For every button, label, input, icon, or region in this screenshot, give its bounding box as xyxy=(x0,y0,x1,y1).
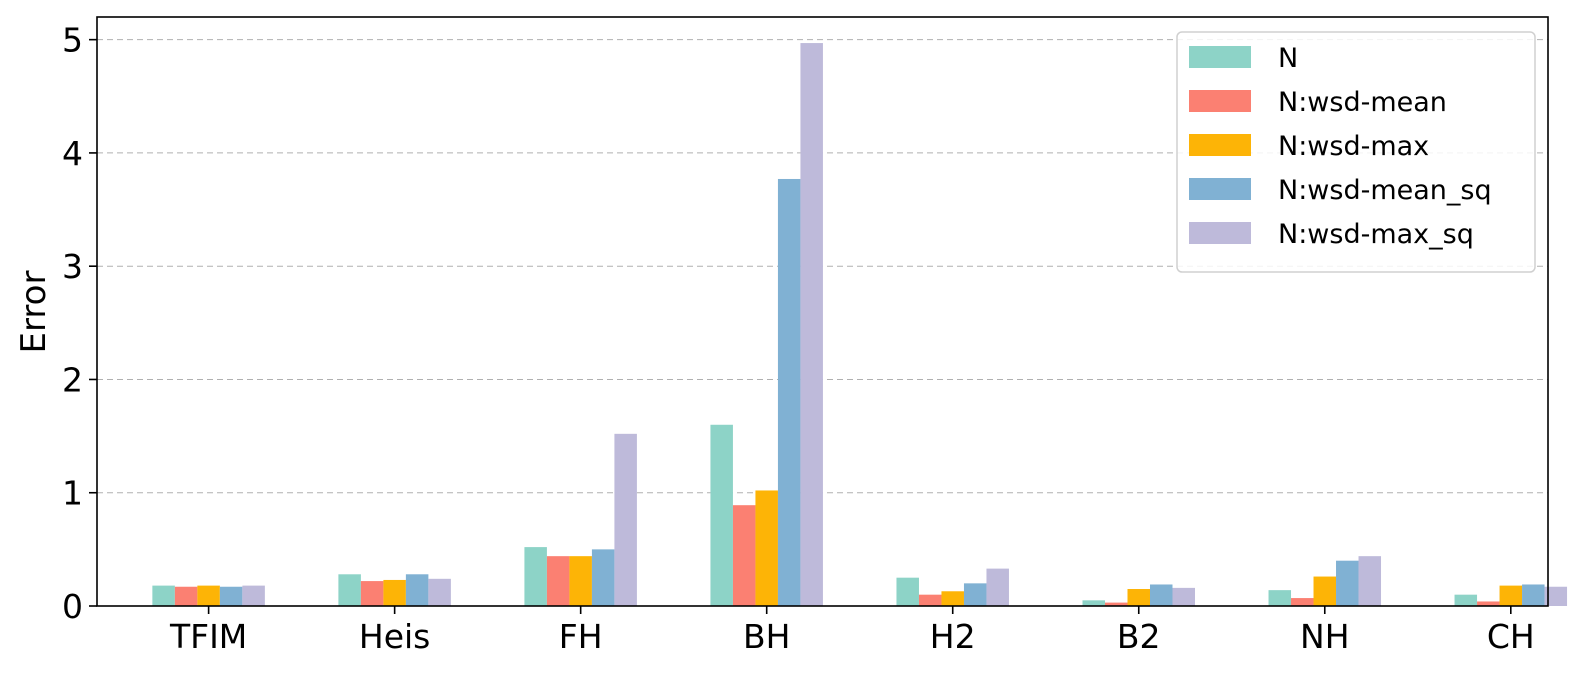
legend: N N:wsd-mean N:wsd-max N:wsd-mean_sq N:wsd-m… xyxy=(1176,31,1536,273)
bar-b2-n xyxy=(1082,600,1105,606)
bar-nh-n-wsd-max xyxy=(1313,576,1337,606)
bar-nh-n xyxy=(1268,590,1292,606)
y-axis-label: Error xyxy=(14,271,54,354)
legend-label-4: N:wsd-max_sq xyxy=(1278,219,1474,250)
bar-h2-n xyxy=(896,577,919,606)
y-tick-label-1: 1 xyxy=(62,474,83,513)
x-tick-label-nh: NH xyxy=(1300,617,1350,656)
legend-label-1: N:wsd-mean xyxy=(1278,87,1447,118)
x-tick-label-ch: CH xyxy=(1487,617,1535,656)
y-tick-label-5: 5 xyxy=(62,21,83,60)
x-tick-label-b2: B2 xyxy=(1117,617,1161,656)
bar-heis-n-wsd-mean-sq xyxy=(405,574,429,606)
bar-bh-n-wsd-mean xyxy=(732,505,756,606)
bar-tfim-n-wsd-mean xyxy=(174,586,198,606)
bar-fh-n-wsd-mean-sq xyxy=(591,549,615,606)
bar-fh-n-wsd-max-sq xyxy=(614,433,637,606)
x-ticks: TFIM Heis FH BH H2 B2 NH CH xyxy=(169,606,1535,656)
bar-tfim-n-wsd-max xyxy=(197,585,220,606)
bar-bh-n-wsd-mean-sq xyxy=(777,178,801,606)
bar-b2-n-wsd-mean xyxy=(1104,602,1128,606)
legend-swatch-0 xyxy=(1189,46,1251,68)
legend-label-3: N:wsd-mean_sq xyxy=(1278,175,1492,206)
bar-bh-n-wsd-max xyxy=(755,490,778,606)
bar-h2-n-wsd-mean xyxy=(918,594,942,606)
bar-nh-n-wsd-max-sq xyxy=(1358,556,1382,606)
legend-label-2: N:wsd-max xyxy=(1278,131,1429,162)
legend-swatch-2 xyxy=(1189,134,1251,156)
bar-ch-n-wsd-max xyxy=(1499,585,1523,606)
y-tick-label-3: 3 xyxy=(62,247,83,286)
legend-swatch-3 xyxy=(1189,178,1251,200)
bar-h2-n-wsd-max xyxy=(941,591,964,606)
bar-heis-n-wsd-max-sq xyxy=(428,578,451,606)
bar-tfim-n-wsd-max-sq xyxy=(242,585,265,606)
y-tick-label-2: 2 xyxy=(62,360,83,399)
bar-b2-n-wsd-max xyxy=(1127,589,1150,606)
bar-tfim-n xyxy=(152,585,175,606)
bar-b2-n-wsd-max-sq xyxy=(1172,587,1195,606)
x-tick-label-heis: Heis xyxy=(359,617,430,656)
bar-heis-n xyxy=(338,574,361,606)
x-tick-label-tfim: TFIM xyxy=(169,617,247,656)
bars xyxy=(152,43,1568,606)
x-tick-label-h2: H2 xyxy=(930,617,976,656)
bar-bh-n xyxy=(710,424,733,606)
x-tick-label-bh: BH xyxy=(743,617,790,656)
bar-nh-n-wsd-mean xyxy=(1291,598,1314,606)
bar-h2-n-wsd-mean-sq xyxy=(963,583,987,606)
legend-swatch-4 xyxy=(1189,222,1251,244)
bar-nh-n-wsd-mean-sq xyxy=(1336,560,1359,606)
y-tick-label-0: 0 xyxy=(62,587,83,626)
bar-ch-n xyxy=(1454,594,1478,606)
bar-bh-n-wsd-max-sq xyxy=(800,43,823,606)
legend-box xyxy=(1176,31,1536,273)
bar-h2-n-wsd-max-sq xyxy=(986,568,1009,606)
bar-heis-n-wsd-mean xyxy=(360,581,384,606)
bar-ch-n-wsd-max-sq xyxy=(1544,586,1568,606)
bar-b2-n-wsd-mean-sq xyxy=(1149,584,1173,606)
bar-fh-n xyxy=(524,547,547,606)
legend-swatch-1 xyxy=(1189,90,1251,112)
bar-heis-n-wsd-max xyxy=(383,579,406,606)
plot-frame xyxy=(96,16,1549,607)
bar-ch-n-wsd-mean xyxy=(1477,601,1500,606)
x-tick-label-fh: FH xyxy=(559,617,603,656)
bar-ch-n-wsd-mean-sq xyxy=(1522,584,1545,606)
bar-fh-n-wsd-max xyxy=(569,556,592,606)
bar-fh-n-wsd-mean xyxy=(546,556,570,606)
bar-tfim-n-wsd-mean-sq xyxy=(219,586,243,606)
y-ticks: 0 1 2 3 4 5 xyxy=(62,21,97,626)
legend-label-0: N xyxy=(1278,43,1298,74)
y-tick-label-4: 4 xyxy=(62,134,83,173)
